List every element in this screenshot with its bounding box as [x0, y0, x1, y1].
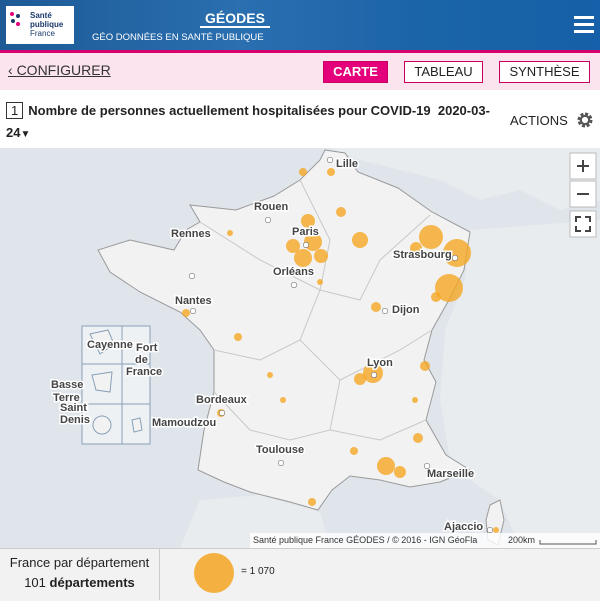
- city-label: Marseille: [427, 468, 474, 480]
- city-label: Dijon: [392, 304, 420, 316]
- scale-label: 200km: [508, 535, 535, 545]
- city-label: Toulouse: [256, 444, 304, 456]
- city-dot: [291, 282, 297, 288]
- city-label: Lille: [336, 158, 358, 170]
- city-label: Rouen: [254, 201, 289, 213]
- scope-panel: France par département 101 départements: [0, 549, 160, 600]
- region-borders: [199, 179, 433, 441]
- neighbour-land: [120, 148, 600, 210]
- scope-unit: départements: [49, 575, 135, 590]
- back-link[interactable]: ‹ CONFIGURER: [8, 62, 111, 78]
- logo-text: Santé: [30, 11, 52, 20]
- app-title[interactable]: GÉODES: [200, 10, 270, 28]
- bubbles: [182, 168, 499, 533]
- indicator-text: Nombre de personnes actuellement hospita…: [28, 103, 431, 118]
- city-dot: [303, 242, 309, 248]
- title-bar: [0, 90, 600, 148]
- city-label: Nantes: [175, 295, 212, 307]
- city-dot: [219, 410, 225, 416]
- legend-text: = 1 070: [241, 566, 275, 577]
- city-label: Ajaccio: [444, 521, 483, 533]
- city-dot: [265, 217, 271, 223]
- map-labels: Lille Rouen Paris Strasbourg Rennes Orléans Na…: [50, 157, 493, 535]
- city-dot: [487, 527, 493, 533]
- back-text: CONFIGURER: [16, 62, 111, 78]
- footer: [0, 548, 600, 601]
- legend-symbol: [194, 553, 234, 593]
- city-dot: [278, 460, 284, 466]
- indicator-title: 1 Nombre de personnes actuellement hospit…: [6, 102, 490, 140]
- date-select[interactable]: 2020-03-24: [6, 103, 490, 140]
- indicator-number: 1: [6, 102, 24, 119]
- city-dot: [190, 308, 196, 314]
- city-label: Bordeaux: [196, 394, 248, 406]
- divider: [0, 50, 600, 53]
- city-dot: [189, 273, 195, 279]
- city-label: Denis: [60, 414, 90, 426]
- map[interactable]: Lille Rouen Paris Strasbourg Rennes Orléans Na…: [0, 148, 600, 548]
- city-label: Strasbourg: [393, 249, 452, 261]
- city-label: Cayenne: [87, 339, 133, 351]
- tab-button[interactable]: CARTE: [323, 61, 388, 83]
- scope-text: France par département: [9, 555, 150, 570]
- app-subtitle: GÉO DONNÉES EN SANTÉ PUBLIQUE: [92, 32, 264, 43]
- scope-count: 101: [24, 575, 46, 590]
- city-label: Saint: [60, 402, 87, 414]
- city-dot: [424, 463, 430, 469]
- city-label: France: [126, 366, 162, 378]
- gear-icon[interactable]: [576, 111, 594, 129]
- city-dot: [327, 157, 333, 163]
- city-label: Terre: [53, 392, 80, 404]
- city-label: Paris: [292, 226, 319, 238]
- overseas-insets: [81, 325, 151, 445]
- neighbour-land: [440, 220, 600, 548]
- actions-button[interactable]: ACTIONS: [510, 113, 568, 128]
- city-dot: [452, 255, 458, 261]
- attribution-bg: [250, 533, 600, 548]
- city-dot: [382, 308, 388, 314]
- fullscreen[interactable]: [569, 210, 597, 238]
- city-label: Mamoudzou: [152, 417, 216, 429]
- header: [0, 0, 600, 50]
- logo-text: France: [30, 29, 55, 38]
- city-label: Fort: [136, 342, 158, 354]
- city-dot: [371, 372, 377, 378]
- logo-icon: [10, 12, 20, 26]
- zoom-controls: [569, 152, 597, 238]
- attribution: Santé publique France GÉODES / © 2016 - …: [253, 535, 477, 545]
- city-label: Lyon: [367, 357, 393, 369]
- city-label: Rennes: [171, 228, 211, 240]
- tab-button[interactable]: SYNTHÈSE: [499, 61, 590, 83]
- city-label: de: [135, 354, 148, 366]
- tab-button[interactable]: TABLEAU: [404, 61, 483, 83]
- logo-text: publique: [30, 20, 64, 29]
- scale-bar: [539, 540, 597, 545]
- menu-button[interactable]: [574, 16, 594, 34]
- city-label: Orléans: [273, 266, 314, 278]
- city-label: Basse: [51, 379, 83, 391]
